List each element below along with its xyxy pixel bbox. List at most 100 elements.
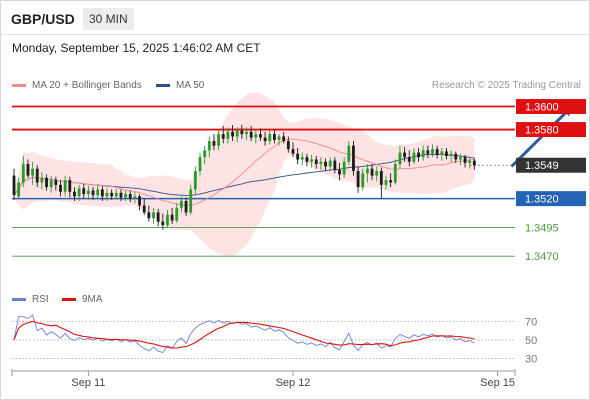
- x-tick-label-sep-12: Sep 12: [276, 377, 311, 389]
- ma20-swatch: [12, 83, 26, 87]
- candle-body: [445, 151, 448, 157]
- candle-body: [26, 164, 30, 176]
- candle-body: [421, 150, 425, 158]
- header-bar: GBP/USD 30 MIN: [1, 1, 589, 35]
- level-tag-1-3520: [516, 191, 586, 207]
- candle-body: [328, 160, 332, 167]
- rsi-axis-label: 50: [525, 335, 537, 347]
- candle-body: [384, 180, 388, 185]
- candle-body: [459, 157, 462, 160]
- x-tick-label-sep-15: Sep 15: [480, 377, 515, 389]
- candle-body: [454, 153, 458, 160]
- rsi-line: [13, 314, 475, 354]
- candle-body: [235, 130, 239, 137]
- candle-body: [268, 134, 272, 142]
- legend-ma20: MA 20 + Bollinger Bands: [12, 80, 142, 91]
- candle-body: [226, 131, 230, 139]
- candle-body: [152, 212, 155, 219]
- candle-body: [17, 182, 21, 197]
- candle-body: [231, 131, 234, 137]
- candle-body: [324, 161, 327, 167]
- candle-body: [277, 136, 281, 140]
- candle-body: [207, 141, 211, 151]
- x-tick-label-sep-11: Sep 11: [71, 377, 105, 389]
- candle-body: [21, 164, 25, 183]
- candle-body: [431, 149, 434, 154]
- candle-body: [412, 152, 416, 162]
- ma50-swatch: [156, 83, 170, 87]
- rsi-axis-label: 70: [525, 316, 537, 328]
- candle-body: [221, 134, 225, 139]
- legend-rsi: RSI: [12, 294, 49, 305]
- candle-body: [347, 145, 351, 162]
- candle-body: [142, 205, 146, 213]
- level-label-1-3600: 1.3600: [525, 102, 559, 114]
- candle-body: [110, 192, 114, 197]
- candle-body: [180, 200, 183, 208]
- candle-body: [212, 141, 216, 146]
- candle-body: [393, 164, 397, 183]
- candle-body: [426, 150, 430, 154]
- candle-body: [291, 149, 295, 154]
- candle-body: [273, 134, 276, 140]
- candle-body: [249, 131, 253, 138]
- candle-body: [133, 196, 137, 199]
- ma50-label: MA 50: [176, 80, 205, 91]
- candle-body: [333, 160, 337, 170]
- candle-body: [198, 157, 202, 171]
- candle-body: [440, 151, 444, 155]
- target-arrow-shaft: [510, 111, 567, 168]
- level-label-1-3520: 1.3520: [525, 194, 559, 206]
- candle-body: [286, 141, 290, 150]
- candle-body: [449, 153, 453, 157]
- candle-body: [105, 192, 109, 197]
- ma20-line: [13, 138, 475, 206]
- candle-body: [407, 157, 411, 162]
- research-credit: Research © 2025 Trading Central: [431, 80, 581, 91]
- timeframe-badge[interactable]: 30 MIN: [83, 8, 134, 30]
- candle-body: [54, 180, 58, 185]
- 9ma-label: 9MA: [82, 294, 103, 305]
- candle-body: [138, 196, 141, 206]
- candle-body: [63, 180, 67, 192]
- candle-body: [114, 192, 118, 197]
- candle-body: [375, 171, 379, 176]
- candle-body: [59, 184, 62, 192]
- candle-body: [352, 145, 355, 171]
- candle-body: [73, 191, 76, 197]
- level-label-1-3549: 1.3549: [525, 160, 559, 172]
- rsi-axis-label: 30: [525, 354, 537, 366]
- candle-body: [240, 130, 244, 135]
- candle-body: [468, 160, 472, 163]
- candle-body: [175, 207, 179, 221]
- candle-body: [40, 177, 44, 183]
- level-label-1-3495: 1.3495: [525, 222, 559, 234]
- candle-body: [161, 221, 165, 226]
- candle-body: [12, 175, 16, 196]
- candle-body: [263, 137, 267, 142]
- level-label-1-3470: 1.3470: [525, 251, 559, 263]
- candle-body: [314, 159, 318, 165]
- symbol-label: GBP/USD: [11, 11, 75, 27]
- candle-body: [128, 194, 132, 199]
- candle-body: [361, 173, 365, 188]
- legend-9ma: 9MA: [62, 294, 103, 305]
- candle-body: [300, 157, 304, 160]
- candle-body: [31, 168, 34, 176]
- candle-body: [305, 157, 309, 162]
- candle-body: [217, 134, 220, 146]
- candle-body: [356, 171, 360, 188]
- bollinger-band: [14, 92, 475, 257]
- candle-body: [259, 134, 262, 138]
- level-tag-1-3549: [516, 157, 586, 173]
- candle-body: [342, 161, 346, 175]
- candle-body: [389, 180, 393, 183]
- candle-body: [45, 177, 48, 188]
- candle-body: [49, 180, 53, 188]
- candle-body: [184, 200, 188, 213]
- candle-body: [366, 168, 369, 174]
- candle-body: [403, 152, 406, 158]
- rsi-swatch: [12, 297, 26, 301]
- candle-body: [203, 150, 207, 158]
